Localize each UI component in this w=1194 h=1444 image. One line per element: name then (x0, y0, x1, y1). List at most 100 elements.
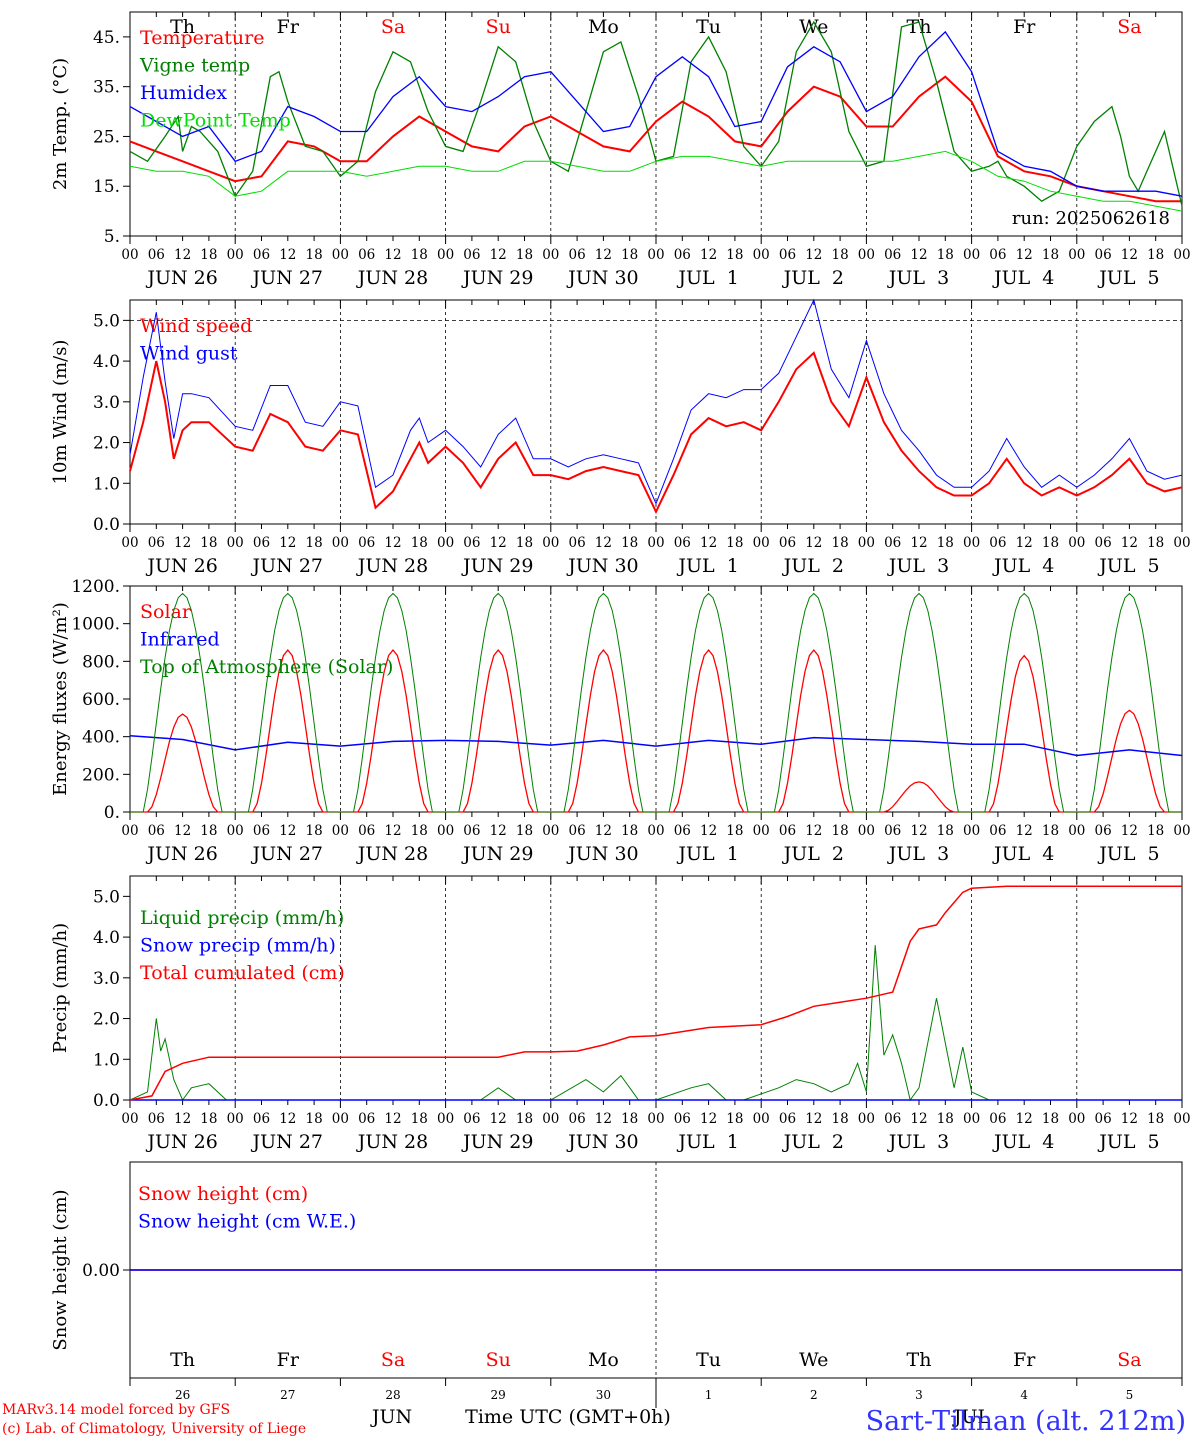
station-label: Sart-Tilman (alt. 212m) (866, 1406, 1186, 1437)
hour-tick-label: 18 (726, 1111, 743, 1127)
hour-tick-label: 06 (989, 823, 1006, 839)
hour-tick-label: 06 (779, 1111, 796, 1127)
hour-tick-label: 06 (253, 535, 270, 551)
footer-month-jun: JUN (370, 1406, 412, 1428)
run-label: run: 2025062618 (1012, 208, 1170, 229)
hour-tick-label: 18 (306, 535, 323, 551)
day-number-label: 1 (705, 1388, 713, 1402)
hour-tick-label: 00 (1068, 535, 1085, 551)
legend-entry: Snow height (cm) (138, 1183, 308, 1205)
hour-tick-label: 12 (595, 1111, 612, 1127)
hour-tick-label: 00 (332, 1111, 349, 1127)
footer-lab-line: (c) Lab. of Climatology, University of L… (2, 1421, 306, 1437)
weekday-label: Th (907, 1349, 932, 1371)
day-number-label: 3 (915, 1388, 923, 1402)
hour-tick-label: 00 (753, 247, 770, 263)
date-label: JUN 30 (566, 1131, 638, 1153)
date-label: JUN 26 (145, 843, 217, 865)
day-number-label: 30 (596, 1388, 611, 1402)
hour-tick-label: 12 (384, 247, 401, 263)
y-tick-label: 0.0 (93, 515, 120, 535)
date-label: JUL 3 (887, 555, 949, 577)
date-label: JUL 2 (782, 843, 844, 865)
hour-tick-label: 06 (989, 247, 1006, 263)
hour-tick-label: 00 (647, 1111, 664, 1127)
hour-tick-label: 00 (437, 1111, 454, 1127)
y-tick-label: 0. (104, 803, 120, 823)
hour-tick-label: 18 (1147, 535, 1164, 551)
hour-tick-label: 00 (121, 535, 138, 551)
hour-tick-label: 00 (858, 1111, 875, 1127)
hour-tick-label: 06 (569, 1111, 586, 1127)
weekday-label: Su (486, 1349, 511, 1371)
y-tick-label: 4.0 (93, 928, 120, 948)
hour-tick-label: 12 (384, 823, 401, 839)
date-label: JUL 1 (676, 1131, 738, 1153)
hour-tick-label: 06 (884, 823, 901, 839)
date-label: JUN 27 (251, 843, 323, 865)
hour-tick-label: 18 (1042, 823, 1059, 839)
hour-tick-label: 00 (1173, 1111, 1190, 1127)
hour-tick-label: 06 (884, 1111, 901, 1127)
hour-tick-label: 00 (227, 247, 244, 263)
hour-tick-label: 06 (779, 823, 796, 839)
hour-tick-label: 18 (937, 1111, 954, 1127)
hour-tick-label: 12 (490, 535, 507, 551)
date-label: JUN 30 (566, 843, 638, 865)
hour-tick-label: 18 (621, 1111, 638, 1127)
date-label: JUL 3 (887, 843, 949, 865)
hour-tick-label: 18 (516, 1111, 533, 1127)
date-label: JUN 26 (145, 1131, 217, 1153)
hour-tick-label: 00 (332, 535, 349, 551)
hour-tick-label: 18 (1042, 535, 1059, 551)
date-label: JUN 28 (356, 843, 428, 865)
y-tick-label: 0.00 (82, 1261, 120, 1281)
hour-tick-label: 06 (358, 535, 375, 551)
hour-tick-label: 00 (227, 1111, 244, 1127)
hour-tick-label: 00 (332, 823, 349, 839)
hour-tick-label: 18 (832, 1111, 849, 1127)
day-number-label: 4 (1020, 1388, 1028, 1402)
hour-tick-label: 12 (279, 247, 296, 263)
date-label: JUL 1 (676, 555, 738, 577)
hour-tick-label: 18 (516, 535, 533, 551)
legend-entry: Temperature (140, 27, 264, 49)
hour-tick-label: 18 (306, 247, 323, 263)
hour-tick-label: 18 (621, 535, 638, 551)
weekday-label: Fr (1013, 16, 1036, 38)
hour-tick-label: 00 (753, 1111, 770, 1127)
hour-tick-label: 18 (621, 823, 638, 839)
hour-tick-label: 12 (279, 1111, 296, 1127)
hour-tick-label: 12 (700, 1111, 717, 1127)
hour-tick-label: 00 (647, 823, 664, 839)
hour-tick-label: 06 (1095, 823, 1112, 839)
hour-tick-label: 12 (1121, 535, 1138, 551)
weekday-label: Fr (277, 16, 300, 38)
hour-tick-label: 00 (963, 1111, 980, 1127)
hour-tick-label: 12 (279, 535, 296, 551)
hour-tick-label: 06 (358, 247, 375, 263)
date-label: JUL 4 (992, 267, 1054, 289)
hour-tick-label: 00 (542, 1111, 559, 1127)
hour-tick-label: 18 (306, 1111, 323, 1127)
hour-tick-label: 12 (384, 1111, 401, 1127)
hour-tick-label: 18 (411, 823, 428, 839)
y-tick-label: 5. (104, 227, 120, 247)
hour-tick-label: 12 (1121, 823, 1138, 839)
panel-frame-1 (129, 299, 1183, 525)
date-label: JUN 29 (461, 555, 533, 577)
legend-entry: Liquid precip (mm/h) (140, 907, 344, 929)
hour-tick-label: 18 (832, 247, 849, 263)
hour-tick-label: 06 (253, 247, 270, 263)
hour-tick-label: 06 (1095, 1111, 1112, 1127)
weekday-label: Su (486, 16, 511, 38)
date-label: JUL 2 (782, 1131, 844, 1153)
date-label: JUL 1 (676, 267, 738, 289)
y-tick-label: 1200. (71, 577, 120, 597)
hour-tick-label: 00 (1173, 535, 1190, 551)
hour-tick-label: 12 (1016, 823, 1033, 839)
y-tick-label: 800. (82, 652, 120, 672)
hour-tick-label: 00 (858, 823, 875, 839)
date-label: JUL 4 (992, 843, 1054, 865)
